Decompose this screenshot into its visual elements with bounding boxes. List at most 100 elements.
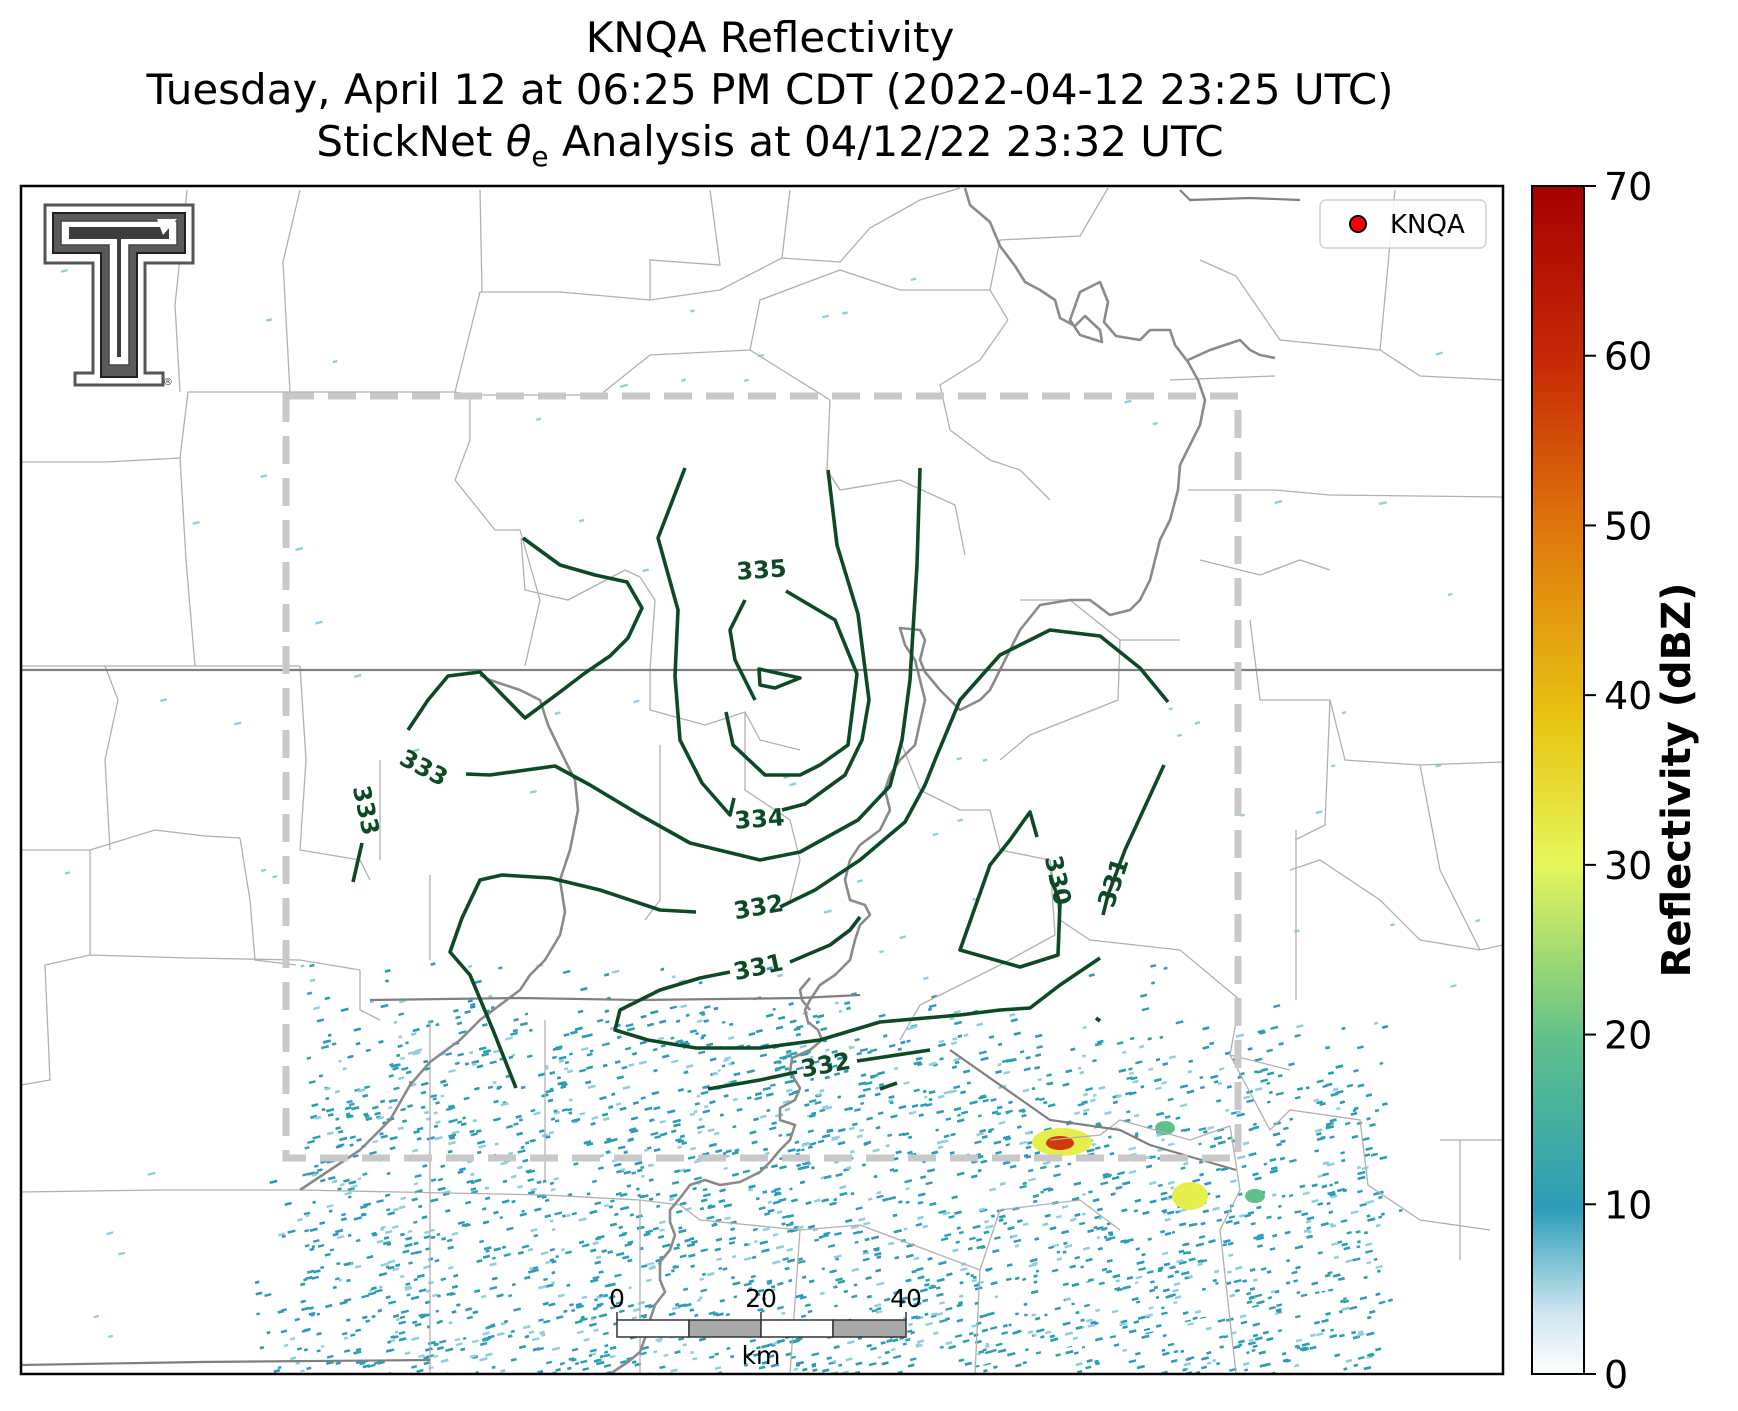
radar-echo (645, 1229, 654, 1234)
radar-echo (663, 1353, 669, 1358)
radar-echo (1378, 1215, 1383, 1219)
radar-echo (1266, 1100, 1271, 1104)
radar-echo (1322, 1172, 1330, 1177)
radar-echo (870, 1048, 878, 1053)
radar-echo (402, 1249, 410, 1254)
radar-echo (528, 1266, 534, 1270)
radar-echo (1048, 1245, 1054, 1250)
radar-echo (670, 1036, 675, 1040)
radar-echo (669, 1005, 678, 1010)
radar-echo (562, 969, 571, 975)
radar-echo (362, 1172, 368, 1176)
radar-echo (1094, 1146, 1101, 1150)
radar-echo (1251, 1348, 1256, 1353)
radar-echo (819, 1108, 826, 1113)
radar-echo (915, 1222, 923, 1227)
radar-echo (991, 1348, 997, 1353)
radar-echo (563, 1067, 569, 1071)
radar-echo (1343, 1297, 1347, 1301)
radar-echo (902, 1342, 907, 1346)
radar-echo (762, 1227, 770, 1232)
radar-echo (1361, 1166, 1369, 1171)
radar-echo (953, 1085, 961, 1090)
radar-echo (510, 1031, 519, 1036)
radar-echo (1039, 1165, 1047, 1170)
radar-echo (1024, 1348, 1029, 1352)
radar-echo (960, 1110, 969, 1115)
radar-echo (627, 1303, 635, 1308)
radar-echo (1116, 1287, 1124, 1292)
radar-echo (1250, 1222, 1256, 1226)
radar-echo (1162, 1333, 1167, 1338)
radar-echo (928, 1003, 937, 1009)
radar-echo (876, 1190, 882, 1195)
radar-echo (990, 1098, 997, 1102)
radar-echo (1355, 1230, 1361, 1234)
plot-title-line1: KNQA Reflectivity (585, 13, 955, 62)
radar-echo (466, 1315, 474, 1320)
radar-echo (1227, 1270, 1232, 1274)
radar-echo (835, 1277, 843, 1282)
radar-echo (1217, 1318, 1226, 1323)
radar-echo (603, 1353, 611, 1358)
radar-echo (1019, 1184, 1027, 1189)
radar-echo (698, 981, 703, 985)
radar-echo (863, 1221, 871, 1226)
radar-echo (925, 1278, 930, 1282)
radar-echo (1314, 1149, 1320, 1153)
radar-echo (646, 1261, 655, 1266)
radar-echo (439, 1339, 447, 1344)
radar-echo (814, 1100, 822, 1105)
radar-echo (1379, 1061, 1384, 1066)
radar-echo (565, 1250, 572, 1255)
radar-echo (363, 1085, 371, 1090)
radar-echo (505, 1036, 513, 1041)
radar-echo (1062, 1282, 1069, 1287)
radar-echo (778, 1133, 783, 1138)
radar-echo (962, 1339, 970, 1344)
radar-echo (536, 1346, 545, 1351)
radar-echo (1167, 1342, 1175, 1347)
radar-echo (1175, 1116, 1181, 1120)
map-area[interactable]: 335 334 333 333 332 331 332 330 331 0 20… (21, 186, 1503, 1376)
radar-echo (848, 1045, 855, 1050)
radar-echo (580, 1359, 588, 1364)
radar-echo (1373, 1257, 1378, 1262)
radar-echo (1114, 1286, 1121, 1291)
radar-echo (904, 1179, 913, 1184)
radar-echo (338, 1059, 342, 1063)
radar-echo (1111, 1309, 1119, 1314)
radar-echo (641, 1174, 645, 1178)
radar-echo (1356, 1245, 1361, 1249)
radar-echo (1180, 1166, 1186, 1170)
radar-echo (752, 1227, 758, 1232)
radar-echo (1398, 1208, 1403, 1213)
radar-echo (1374, 1108, 1380, 1113)
radar-echo (538, 1318, 544, 1322)
radar-echo (374, 1288, 383, 1294)
radar-echo (1198, 1142, 1202, 1146)
radar-echo (1146, 1270, 1154, 1275)
radar-echo (354, 1088, 361, 1092)
radar-echo (1268, 1305, 1276, 1310)
radar-echo (851, 1294, 858, 1299)
radar-echo (372, 1139, 379, 1144)
radar-echo (1295, 1314, 1301, 1319)
radar-echo (984, 1349, 994, 1355)
radar-echo (589, 1348, 597, 1353)
radar-echo (900, 1300, 907, 1305)
radar-echo (979, 1208, 988, 1213)
radar-echo (388, 1074, 395, 1078)
radar-echo (596, 1018, 604, 1023)
radar-echo (878, 1013, 886, 1018)
radar-echo (659, 1228, 665, 1232)
radar-echo (1155, 1086, 1162, 1091)
radar-echo (355, 1328, 362, 1333)
radar-echo (567, 1107, 573, 1112)
radar-echo (296, 1347, 303, 1351)
radar-echo (1042, 1187, 1052, 1192)
radar-echo (527, 1178, 535, 1182)
radar-echo (386, 1208, 391, 1212)
radar-echo (1192, 1178, 1201, 1183)
radar-echo (1329, 1183, 1334, 1187)
